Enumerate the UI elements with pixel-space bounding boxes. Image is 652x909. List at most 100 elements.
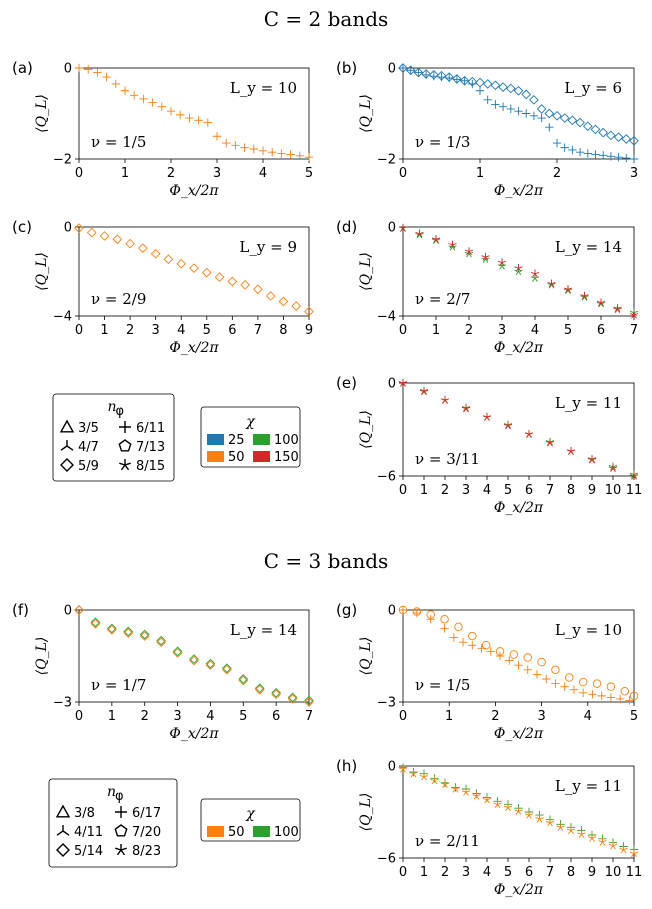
data-point [536,104,547,114]
data-point [205,660,216,671]
panel-letter: (h) [336,757,357,775]
star-icon [115,844,127,856]
x-tick-label: 1 [121,166,129,181]
x-tick-label: 1 [432,323,440,338]
panel-f: 0 1 2 3 4 5 6 70−3Φ_x/2π⟨Q_L⟩(f)L_y = 14ν = 1/7 [12,601,314,742]
panel-letter: (g) [336,601,357,619]
data-point [560,143,569,152]
data-point [577,830,586,838]
data-point [398,605,408,615]
data-point [412,607,422,616]
data-point [498,82,508,92]
data-point [205,658,216,669]
y-tick-label: −4 [53,310,72,325]
panel-a: 0 1 2 3 4 50−2Φ_x/2π⟨Q_L⟩(a)L_y = 10ν = 1/5 [12,59,314,199]
x-tick-label: 9 [588,483,596,498]
data-point [506,104,515,114]
x-tick-label: 6 [272,709,280,724]
legend-label: 5/9 [78,459,99,474]
data-point [449,633,459,642]
x-tick-label: 5 [504,483,512,498]
x-tick-label: 9 [588,865,596,880]
data-point [419,387,429,396]
data-point [583,149,592,158]
data-point [613,305,622,313]
data-point [629,135,639,146]
legend-label: 3/8 [74,806,95,821]
x-tick-label: 4 [259,166,267,181]
data-point [150,248,161,259]
x-tick-label: 4 [206,709,214,724]
data-point [278,296,289,307]
plot-frame [78,609,310,703]
data-point [398,63,408,73]
x-tick-label: 1 [420,483,428,498]
x-axis-label: Φ_x/2π [169,726,219,742]
data-point [495,651,505,661]
data-point [176,110,185,120]
data-point [592,679,602,688]
data-point [542,674,551,684]
data-point [304,152,314,162]
data-point [172,646,183,657]
x-tick-label: 0 [399,865,407,880]
data-point [591,150,600,159]
data-series [74,63,314,162]
data-point [486,647,495,656]
x-tick-label: 8 [567,483,575,498]
data-point [421,69,431,79]
data-point [430,776,439,785]
x-tick-label: 1 [445,709,453,724]
y-tick-label: 0 [388,760,396,775]
x-tick-label: 6 [597,323,605,338]
y-tick-label: −6 [377,852,396,867]
x-axis-label: Φ_x/2π [494,882,544,898]
x-tick-label: 2 [553,166,561,181]
data-series [398,63,639,146]
x-tick-label: 3 [537,709,545,724]
y-tick-label: −3 [377,696,396,711]
data-point [497,258,507,267]
data-point [551,665,560,675]
data-series [398,378,639,480]
data-point [475,86,485,95]
x-tick-label: 0 [399,709,407,724]
x-tick-label: 6 [525,865,533,880]
legend-chi-c2: χ25 100 50 150 [200,406,301,468]
data-point [99,231,110,241]
nu-annotation: ν = 2/11 [415,832,480,850]
data-point [532,670,542,679]
data-point [419,772,429,781]
data-point [253,284,263,295]
data-point [556,823,565,831]
x-tick-label: 0 [75,323,83,338]
data-point [222,664,232,675]
data-point [606,152,616,161]
data-point [481,252,490,261]
section-title-c3: C = 3 bands [264,549,389,573]
legend-title-sub: φ [115,789,124,804]
data-point [440,624,449,633]
y-tick-label: −2 [377,153,396,168]
data-point [415,229,424,238]
data-point [596,298,606,307]
data-point [240,280,250,290]
x-tick-label: 1 [476,166,484,181]
legend-frame [52,393,175,482]
panel-letter: (b) [336,59,357,77]
panels-group: 0 1 2 3 4 50−2Φ_x/2π⟨Q_L⟩(a)L_y = 10ν = 1/50 1… [12,59,642,898]
plus-icon [119,421,131,433]
data-point [629,471,639,480]
y-axis-label: ⟨Q_L⟩ [358,252,374,291]
data-point [565,673,574,682]
data-point [414,68,423,77]
data-point [482,795,492,804]
data-point [139,631,150,641]
data-point [530,269,540,278]
data-point [459,75,470,86]
legend-nphi-c2: nφ 3/5 6/11 4/7 7/13 5/9 8/15 [52,393,175,482]
x-tick-label: 3 [462,865,470,880]
x-tick-label: 3 [213,166,221,181]
data-point [503,421,513,430]
